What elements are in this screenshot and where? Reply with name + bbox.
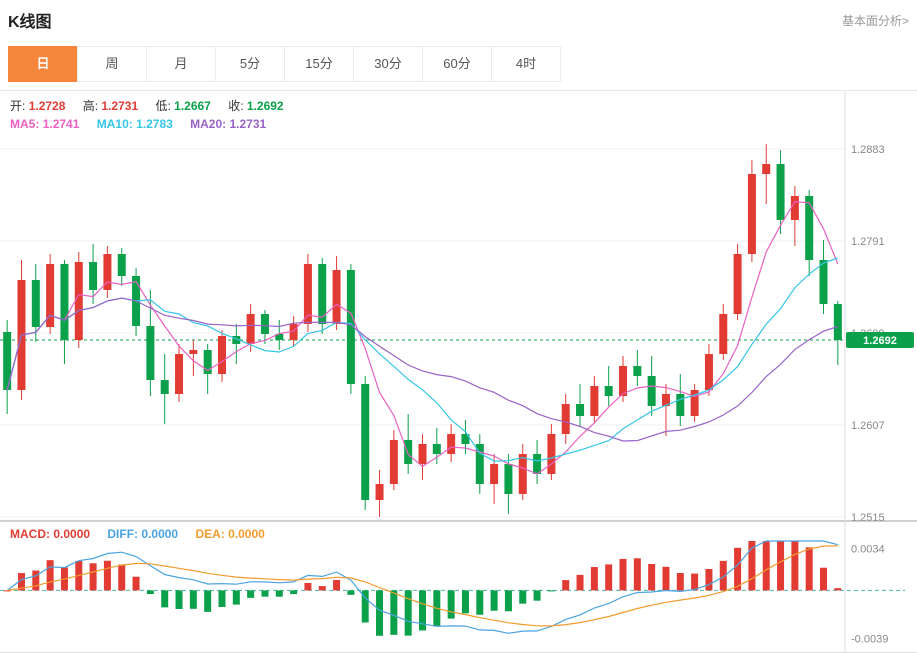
svg-text:1.2692: 1.2692 bbox=[863, 335, 897, 347]
tab-4hour[interactable]: 4时 bbox=[491, 46, 561, 82]
svg-text:1.2791: 1.2791 bbox=[851, 236, 885, 248]
fundamental-analysis-link[interactable]: 基本面分析> bbox=[841, 14, 909, 28]
tab-15min[interactable]: 15分 bbox=[284, 46, 354, 82]
tab-day[interactable]: 日 bbox=[8, 46, 78, 82]
interval-tabs: 日 周 月 5分 15分 30分 60分 4时 bbox=[8, 46, 917, 82]
svg-text:-0.0039: -0.0039 bbox=[851, 634, 888, 646]
tab-60min[interactable]: 60分 bbox=[422, 46, 492, 82]
candlestick-chart[interactable]: 1.28831.27911.26991.26071.25150.0034-0.0… bbox=[0, 91, 917, 653]
tab-30min[interactable]: 30分 bbox=[353, 46, 423, 82]
tab-5min[interactable]: 5分 bbox=[215, 46, 285, 82]
tab-week[interactable]: 周 bbox=[77, 46, 147, 82]
page-title: K线图 bbox=[8, 14, 52, 31]
svg-text:1.2883: 1.2883 bbox=[851, 144, 885, 156]
chart-area: 1.28831.27911.26991.26071.25150.0034-0.0… bbox=[0, 90, 917, 653]
tab-month[interactable]: 月 bbox=[146, 46, 216, 82]
svg-text:1.2515: 1.2515 bbox=[851, 512, 885, 524]
svg-text:0.0034: 0.0034 bbox=[851, 543, 885, 555]
svg-text:1.2607: 1.2607 bbox=[851, 420, 885, 432]
header: K线图 基本面分析> bbox=[0, 0, 917, 34]
